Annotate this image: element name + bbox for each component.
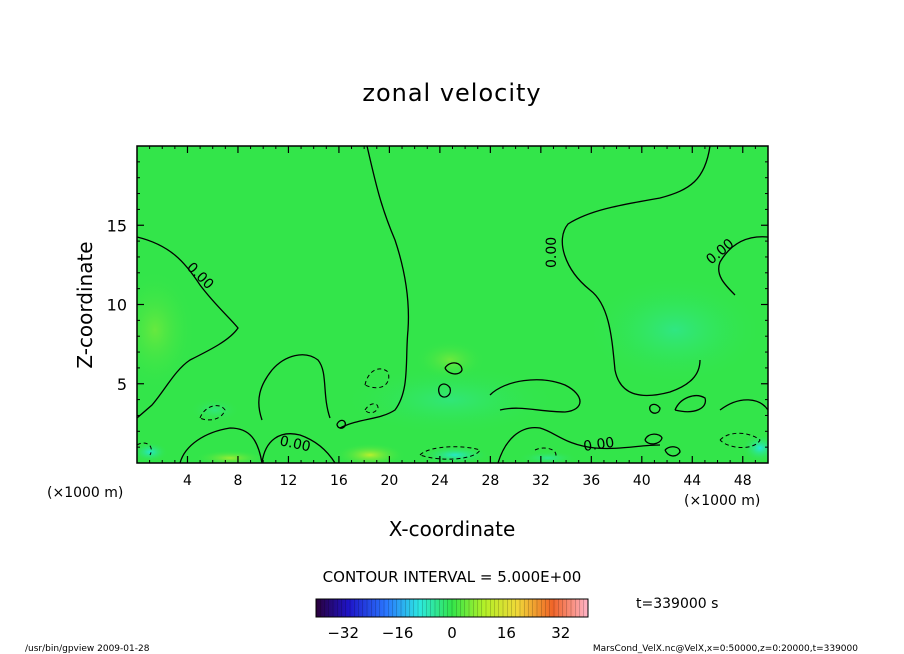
x-tick-label: 8: [233, 473, 242, 489]
field-shading: [137, 270, 768, 463]
contour-mid-3: [444, 362, 463, 375]
x-axis: 4 8 12 16 20 24 28 32 36 40 44 48: [149, 146, 769, 489]
x-tick-label: 36: [582, 473, 600, 489]
contour-zero-center: [339, 146, 410, 429]
x-tick-label: 44: [683, 473, 701, 489]
colorbar-tick-label: −32: [327, 624, 359, 642]
contour-bottom-3: [179, 427, 263, 463]
contour-label: 0.00: [582, 435, 615, 455]
time-label: t=339000 s: [636, 596, 718, 612]
colorbar-tick-label: 0: [447, 624, 457, 642]
contour-label: 0.00: [544, 237, 560, 268]
x-tick-label: 48: [734, 473, 752, 489]
contour-small-ring-4: [336, 419, 346, 429]
contour-bottom-1: [261, 433, 336, 463]
colorbar-frame: [315, 598, 589, 618]
x-tick-label: 28: [481, 473, 499, 489]
colorbar-tick-label: −16: [382, 624, 414, 642]
x-axis-title: X-coordinate: [389, 517, 516, 541]
y-tick-label: 15: [107, 216, 127, 235]
contour-mid-2: [438, 383, 451, 398]
footer-left: /usr/bin/gpview 2009-01-28: [25, 644, 150, 654]
colorbar: −32 −16 0 16 32: [315, 598, 589, 642]
footer-right: MarsCond_VelX.nc@VelX,x=0:50000,z=0:2000…: [593, 644, 858, 654]
contour-zero-arch: [258, 354, 331, 421]
contour-right-blob-2: [719, 399, 768, 411]
contour-zero-right: [561, 146, 711, 397]
colorbar-ticks: −32 −16 0 16 32: [327, 624, 570, 642]
contour-zero-left: [137, 236, 239, 419]
colorbar-stripes: [320, 599, 584, 617]
contour-dashed: [137, 368, 761, 460]
contour-small-ring-2: [644, 433, 663, 445]
y-tick-label: 10: [107, 296, 127, 315]
x-tick-label: 16: [330, 473, 348, 489]
x-tick-label: 40: [633, 473, 651, 489]
contour-bottom-2: [497, 427, 661, 463]
x-tick-label: 4: [183, 473, 192, 489]
x-tick-label: 32: [532, 473, 550, 489]
colorbar-tick-label: 16: [497, 624, 516, 642]
contour-label: 0.00: [278, 433, 312, 455]
contour-interval-label: CONTOUR INTERVAL = 5.000E+00: [323, 568, 582, 586]
contour-small-ring: [649, 403, 661, 414]
contour-mid-1: [489, 379, 581, 413]
y-tick-label: 5: [117, 375, 127, 394]
y-axis-title: Z-coordinate: [73, 241, 97, 368]
contour-right-blob-1: [674, 395, 707, 413]
contour-small-ring-3: [664, 446, 681, 457]
contour-lines: [137, 146, 768, 463]
x-unit-label-left: (×1000 m): [47, 485, 123, 501]
chart-title: zonal velocity: [362, 79, 541, 107]
x-tick-label: 20: [380, 473, 398, 489]
x-tick-label: 12: [280, 473, 298, 489]
x-unit-label-right: (×1000 m): [684, 493, 760, 509]
x-tick-label: 24: [431, 473, 449, 489]
contour-zero-far-right: [718, 236, 768, 296]
colorbar-tick-label: 32: [551, 624, 570, 642]
y-axis: 5 10 15: [107, 161, 768, 448]
